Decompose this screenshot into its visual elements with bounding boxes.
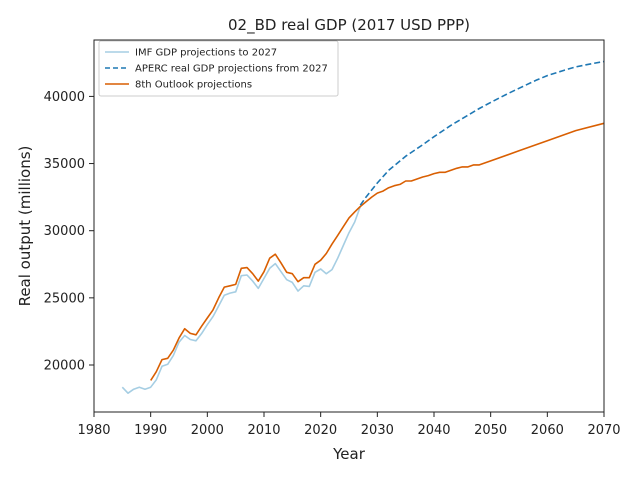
legend-label-1: APERC real GDP projections from 2027	[135, 64, 328, 75]
x-tick-label: 2050	[474, 423, 507, 438]
x-tick-label: 2040	[417, 423, 450, 438]
y-tick-label: 35000	[44, 157, 85, 172]
legend-box	[98, 40, 339, 97]
plot-area	[121, 60, 605, 394]
x-tick-label: 1980	[77, 423, 110, 438]
legend-label-2: 8th Outlook projections	[135, 80, 252, 91]
x-axis: 1980 1990 2000 2010 2020 2030 2040 2050 2060 2070	[77, 412, 621, 438]
y-axis-label: Real output (millions)	[16, 146, 34, 307]
legend: IMF GDP projections to 2027 APERC real GD…	[98, 40, 339, 97]
y-tick-label: 40000	[44, 90, 85, 105]
axes-frame	[93, 39, 605, 413]
y-tick-label: 25000	[44, 291, 85, 306]
x-tick-label: 2020	[304, 423, 337, 438]
series-line-2	[150, 122, 605, 381]
x-axis-label: Year	[332, 445, 366, 463]
chart-title: 02_BD real GDP (2017 USD PPP)	[228, 16, 470, 35]
series-line-0	[121, 206, 362, 394]
x-tick-label: 1990	[134, 423, 167, 438]
x-tick-label: 2060	[531, 423, 564, 438]
y-tick-label: 30000	[44, 224, 85, 239]
series-line-1	[359, 60, 605, 206]
y-axis: 20000 25000 30000 35000 40000	[44, 90, 94, 373]
legend-label-0: IMF GDP projections to 2027	[135, 48, 277, 59]
y-tick-label: 20000	[44, 358, 85, 373]
x-tick-label: 2000	[191, 423, 224, 438]
x-tick-label: 2070	[587, 423, 620, 438]
x-tick-label: 2010	[247, 423, 280, 438]
x-tick-label: 2030	[361, 423, 394, 438]
